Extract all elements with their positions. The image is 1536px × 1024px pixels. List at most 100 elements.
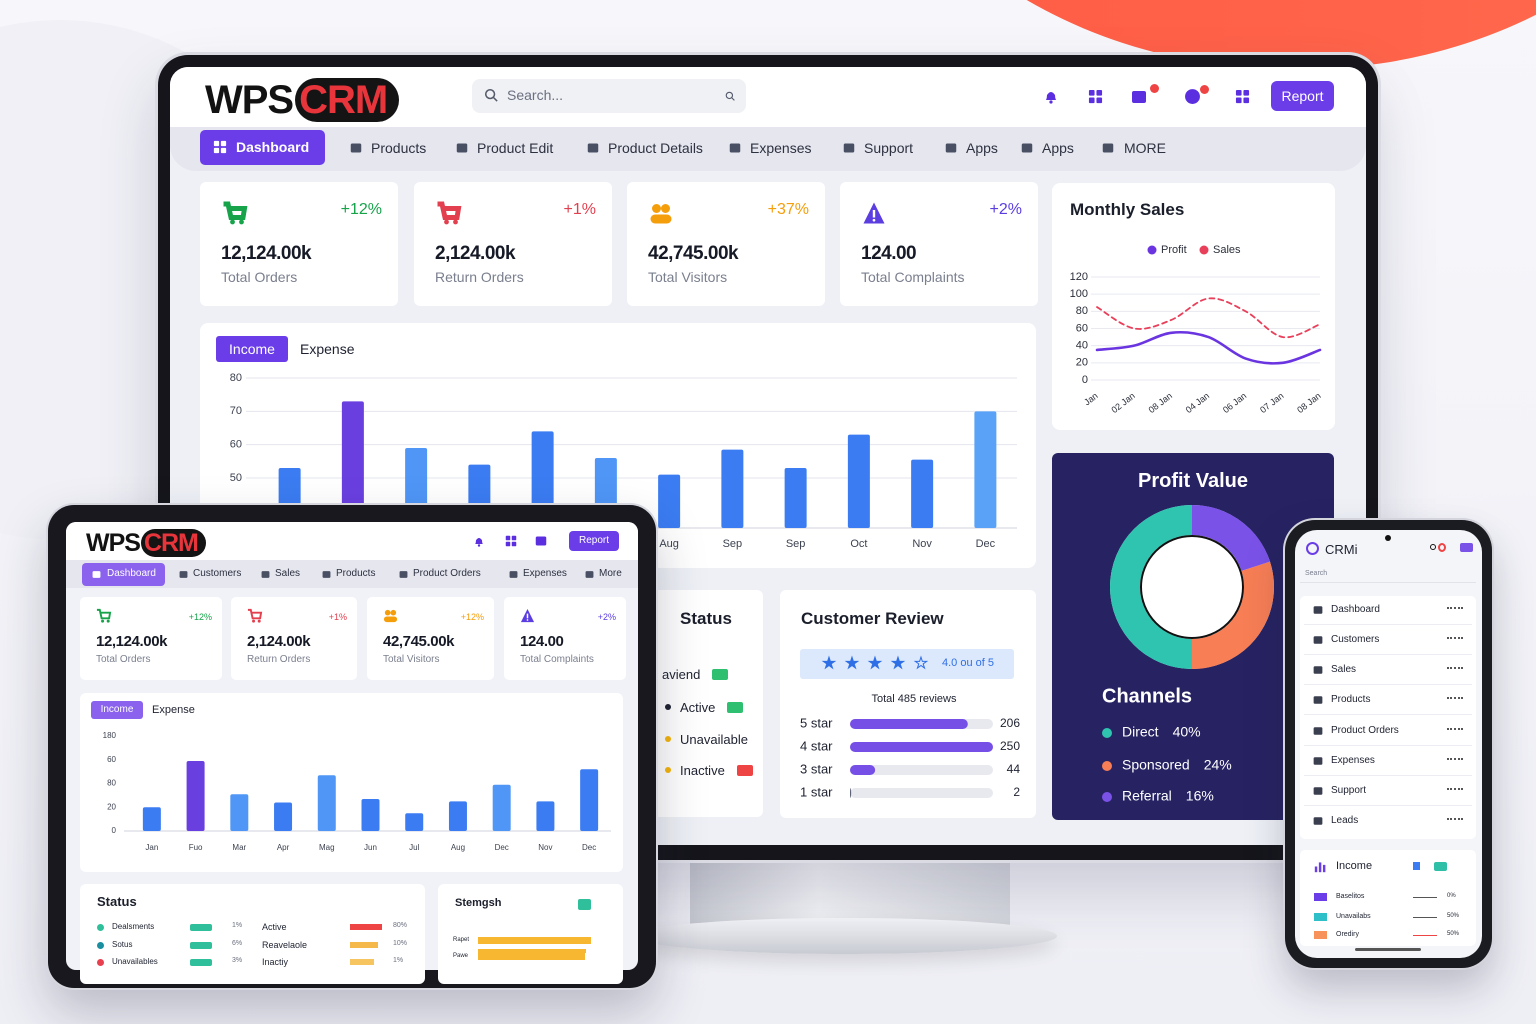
menu-label[interactable]: Product Orders	[1331, 725, 1399, 736]
menu-dots	[1447, 637, 1463, 640]
status-pct: 6%	[232, 940, 243, 947]
icon-shape	[1102, 143, 1114, 153]
strength-bar	[478, 937, 591, 944]
row-line	[1413, 897, 1437, 898]
tab-active[interactable]: Income	[216, 336, 288, 362]
icon	[1313, 606, 1323, 614]
star: ★	[822, 655, 835, 672]
menu-label[interactable]: Customers	[1331, 634, 1380, 645]
tab[interactable]: Expense	[300, 341, 355, 357]
nav-label[interactable]: Dashboard	[107, 568, 156, 579]
bar	[492, 784, 511, 831]
nav-label[interactable]: Support	[864, 140, 914, 156]
nav-label[interactable]: Product Details	[608, 140, 703, 156]
icon-shape	[509, 571, 518, 578]
stat-card	[504, 597, 626, 680]
bar	[847, 434, 870, 528]
report-button[interactable]: Report	[569, 531, 619, 551]
icon-shape	[383, 616, 398, 623]
review-bars: 5 star 206 4 star 250 3 star 44 1 star 2	[800, 715, 1020, 799]
row-chip	[1314, 893, 1327, 901]
stat-label: Total Complaints	[520, 654, 594, 665]
nav-item-active[interactable]	[82, 563, 165, 586]
legend-marker	[1102, 728, 1112, 738]
tab-active[interactable]: Income	[91, 701, 143, 719]
bar	[361, 798, 380, 831]
report-button[interactable]: Report	[1271, 81, 1334, 111]
icon	[945, 143, 957, 153]
nav-item-active[interactable]	[200, 130, 325, 165]
y-tick-label: 0	[112, 826, 117, 835]
nav-label[interactable]: MORE	[1124, 140, 1166, 156]
stat-label: Total Complaints	[861, 269, 965, 285]
row-name: Baselitos	[1336, 893, 1365, 900]
status-label: Reavelaole	[262, 940, 308, 950]
nav-label[interactable]: More	[599, 568, 622, 579]
menu-label[interactable]: Sales	[1331, 664, 1357, 675]
nav-label[interactable]: Customers	[193, 568, 242, 579]
search-box[interactable]	[472, 79, 746, 113]
x-tick-label: Dec	[582, 843, 596, 852]
nav-label[interactable]: Product Orders	[413, 568, 481, 579]
stat-change: +37%	[767, 201, 809, 218]
logo-left: WPS	[205, 78, 294, 122]
icon-shape	[1243, 97, 1250, 104]
icon-shape	[106, 619, 110, 623]
row-chip	[1314, 931, 1327, 939]
nav-label[interactable]: Apps	[1042, 140, 1074, 156]
status-value: 80%	[393, 922, 408, 929]
phone-search[interactable]	[1300, 567, 1476, 583]
icon	[1132, 91, 1146, 103]
stat-change: +2%	[989, 201, 1022, 218]
stat-change: +12%	[188, 612, 212, 622]
status-item: aviend	[662, 667, 701, 682]
icon	[96, 608, 112, 623]
y-tick-label: 70	[230, 405, 242, 417]
icon-shape	[1243, 89, 1250, 96]
nav-label[interactable]: Products	[336, 568, 376, 579]
y-tick-label: 120	[1070, 271, 1088, 283]
nav-label[interactable]: Products	[371, 140, 427, 156]
panel-title: Income	[1336, 860, 1373, 872]
nav-label[interactable]: Expenses	[750, 140, 812, 156]
icon-shape	[1313, 817, 1323, 825]
stat-value: 42,745.00k	[383, 633, 455, 650]
donut-segment	[1191, 505, 1270, 572]
notification-badge	[1150, 84, 1159, 93]
menu-label[interactable]: Expenses	[1331, 755, 1375, 766]
icon-shape	[1049, 100, 1053, 104]
strength-bar	[478, 953, 585, 960]
review-label: 1 star	[800, 784, 833, 799]
nav-label[interactable]: Expenses	[523, 568, 567, 579]
divider	[1304, 684, 1472, 685]
row-name: Orediry	[1336, 931, 1359, 938]
nav-label[interactable]: Product Edit	[477, 140, 554, 156]
tab[interactable]: Expense	[152, 704, 195, 716]
menu-label[interactable]: Products	[1331, 694, 1371, 705]
x-tick-label: Jan	[1082, 391, 1100, 408]
icon	[247, 608, 263, 623]
nav-label[interactable]: Apps	[966, 140, 998, 156]
logo-left: WPS	[86, 529, 141, 557]
stat-label: Total Orders	[221, 269, 298, 285]
status-value: 1%	[393, 957, 404, 964]
icon-shape	[350, 143, 362, 153]
divider	[1304, 775, 1472, 776]
menu-label[interactable]: Leads	[1331, 815, 1359, 826]
icon-shape	[843, 143, 855, 153]
menu-label[interactable]: Support	[1331, 785, 1367, 796]
nav-label[interactable]: Sales	[275, 568, 301, 579]
panel	[438, 884, 623, 984]
icon-shape	[453, 219, 458, 225]
nav-label[interactable]: Dashboard	[236, 139, 310, 155]
y-tick-label: 80	[1076, 305, 1088, 317]
icon-shape	[1314, 866, 1318, 873]
x-tick-label: Fuo	[189, 843, 203, 852]
icon-shape	[257, 619, 261, 623]
menu-label[interactable]: Dashboard	[1331, 604, 1380, 615]
icon-shape	[1185, 89, 1200, 104]
bar	[658, 474, 681, 528]
status-name: Unavailables	[112, 957, 158, 966]
stat-value: 12,124.00k	[96, 633, 168, 650]
